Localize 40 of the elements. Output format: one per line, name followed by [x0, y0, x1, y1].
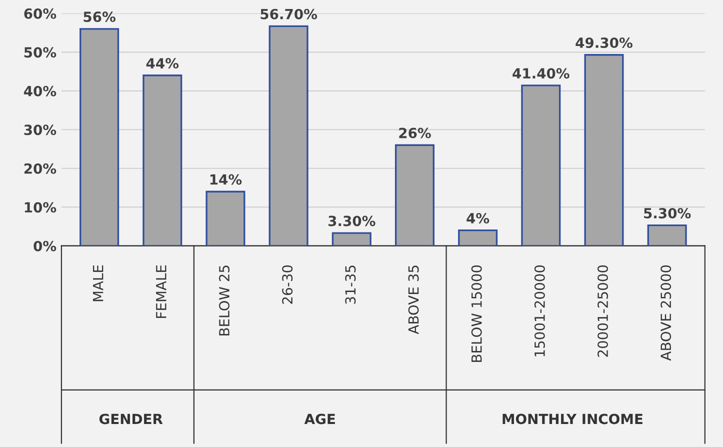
- x-tick-label: 31-35: [345, 266, 356, 304]
- text: AGE: [304, 414, 335, 424]
- y-tick-label: 40%: [24, 86, 56, 96]
- x-tick-label: BELOW 15000: [471, 265, 482, 362]
- bar: [521, 84, 561, 246]
- data-label: 49.30%: [576, 38, 632, 48]
- y-tick-label: 30%: [24, 124, 56, 136]
- data-label: 41.40%: [512, 68, 570, 79]
- x-tick-label: FEMALE: [156, 265, 166, 318]
- bar: [206, 190, 246, 246]
- data-label: 14%: [210, 174, 242, 185]
- bar: [458, 230, 498, 246]
- text: MONTHLY INCOME: [502, 414, 642, 424]
- bar: [268, 25, 308, 246]
- y-tick-label: 0%: [34, 240, 56, 252]
- bar: [394, 144, 434, 246]
- y-tick-label: 10%: [24, 202, 56, 213]
- x-tick-label: 26-30: [282, 265, 293, 304]
- data-label: 56.70%: [260, 8, 318, 20]
- bar: [647, 224, 687, 246]
- x-tick-label: 20001-25000: [598, 265, 608, 357]
- x-tick-label: ABOVE 35: [408, 266, 419, 334]
- text: GENDER: [99, 414, 163, 424]
- bar: [80, 28, 120, 246]
- data-label: 26%: [399, 128, 431, 138]
- y-tick-label: 20%: [24, 163, 56, 174]
- x-tick-label: ABOVE 25000: [660, 265, 672, 361]
- data-label: 44%: [146, 58, 179, 69]
- data-label: 4%: [466, 212, 490, 224]
- data-label: 56%: [84, 12, 116, 22]
- data-label: 5.30%: [644, 208, 691, 218]
- bar: [142, 74, 182, 246]
- data-label: 3.30%: [328, 216, 376, 226]
- x-tick-label: 15001-20000: [534, 265, 545, 356]
- x-tick-label: BELOW 25: [219, 266, 230, 336]
- y-tick-label: 60%: [24, 8, 56, 19]
- x-tick-label: MALE: [93, 265, 104, 302]
- bar: [584, 54, 624, 246]
- y-tick-label: 50%: [24, 47, 56, 58]
- bar: [332, 232, 372, 246]
